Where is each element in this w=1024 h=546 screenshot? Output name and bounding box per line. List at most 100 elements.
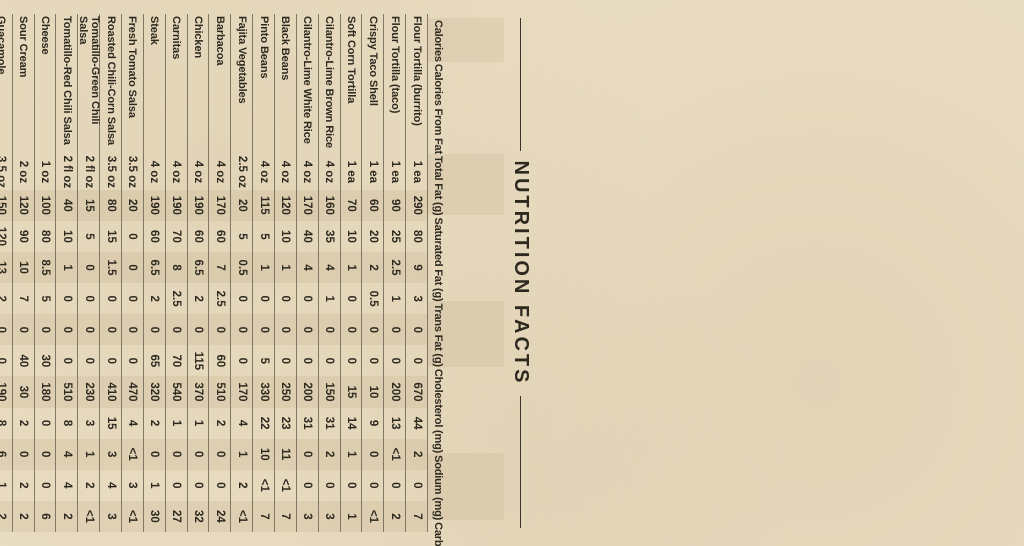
cell: 0 bbox=[341, 314, 362, 345]
title-rule-right bbox=[520, 396, 521, 529]
cell: 0 bbox=[78, 314, 99, 345]
row-name: Fresh Tomato Salsa bbox=[122, 14, 143, 154]
cell: 0 bbox=[144, 439, 165, 470]
cell: 0 bbox=[209, 439, 230, 470]
cell: 0 bbox=[341, 345, 362, 376]
cell: 3 bbox=[100, 501, 121, 532]
cell: 5 bbox=[231, 221, 252, 252]
cell: 0 bbox=[231, 345, 252, 376]
cell: 1 oz bbox=[35, 154, 56, 190]
table-row: Flour Tortilla (taco)1 ea90252.510020013… bbox=[384, 14, 406, 532]
row-name: Cilantro-Lime Brown Rice bbox=[319, 14, 340, 154]
cell: 200 bbox=[297, 376, 318, 407]
cell: 2 bbox=[384, 501, 405, 532]
column-header: Sodium (mg) bbox=[428, 453, 504, 520]
cell: 20 bbox=[122, 190, 143, 221]
cell: 2.5 bbox=[166, 283, 187, 314]
cell: 1 ea bbox=[362, 154, 383, 190]
table-row: Tomatillo-Red Chili Salsa2 fl oz40101000… bbox=[56, 14, 78, 532]
cell: 0 bbox=[209, 470, 230, 501]
cell: 1 bbox=[231, 439, 252, 470]
cell: 0 bbox=[188, 439, 209, 470]
cell: <1 bbox=[122, 501, 143, 532]
table-row: Carnitas4 oz1907082.507054010027 bbox=[166, 14, 188, 532]
cell: 0 bbox=[166, 439, 187, 470]
column-header: Total Fat (g) bbox=[428, 154, 504, 216]
row-name: Cheese bbox=[35, 14, 56, 154]
title-rule-left bbox=[520, 18, 521, 151]
cell: 0 bbox=[56, 314, 77, 345]
cell: 170 bbox=[297, 190, 318, 221]
cell: 0 bbox=[253, 314, 274, 345]
cell: <1 bbox=[253, 470, 274, 501]
cell: 120 bbox=[275, 190, 296, 221]
cell: 2.5 bbox=[384, 252, 405, 283]
cell: 0 bbox=[297, 314, 318, 345]
cell: 0 bbox=[275, 314, 296, 345]
cell: 0 bbox=[166, 314, 187, 345]
cell: 0 bbox=[122, 345, 143, 376]
cell: 35 bbox=[319, 221, 340, 252]
cell: <1 bbox=[231, 501, 252, 532]
cell: 2.5 bbox=[209, 283, 230, 314]
row-name: Steak bbox=[144, 14, 165, 154]
cell: 0 bbox=[231, 283, 252, 314]
row-name: Barbacoa bbox=[209, 14, 230, 154]
cell: 3 bbox=[122, 470, 143, 501]
cell: 10 bbox=[275, 221, 296, 252]
row-name: Soft Corn Tortilla bbox=[341, 14, 362, 154]
cell: 0 bbox=[0, 345, 12, 376]
cell: 5 bbox=[253, 221, 274, 252]
nutrition-table: CaloriesCalories From FatTotal Fat (g)Sa… bbox=[0, 14, 504, 532]
table-row: Soft Corn Tortilla1 ea701010001514101 bbox=[341, 14, 363, 532]
cell: 2 fl oz bbox=[78, 154, 99, 190]
cell: 0 bbox=[35, 470, 56, 501]
cell: 0 bbox=[56, 283, 77, 314]
cell: 1.5 bbox=[100, 252, 121, 283]
cell: 2 bbox=[0, 283, 12, 314]
cell: <1 bbox=[122, 439, 143, 470]
cell: 1 bbox=[56, 252, 77, 283]
cell: 0 bbox=[13, 439, 34, 470]
cell: 3.5 oz bbox=[0, 154, 12, 190]
cell: 0 bbox=[319, 345, 340, 376]
row-name: Chicken bbox=[188, 14, 209, 154]
cell: 160 bbox=[319, 190, 340, 221]
cell: 230 bbox=[78, 376, 99, 407]
cell: 4 oz bbox=[166, 154, 187, 190]
cell: 330 bbox=[253, 376, 274, 407]
cell: <1 bbox=[78, 501, 99, 532]
cell: 0 bbox=[384, 470, 405, 501]
cell: 3 bbox=[319, 501, 340, 532]
title-bar: NUTRITION FACTS bbox=[509, 0, 532, 546]
cell: 15 bbox=[341, 376, 362, 407]
cell: 4 bbox=[56, 439, 77, 470]
cell: 4 oz bbox=[297, 154, 318, 190]
cell: 9 bbox=[362, 408, 383, 439]
cell: 15 bbox=[100, 221, 121, 252]
cell: 2 bbox=[209, 408, 230, 439]
cell: 0 bbox=[406, 314, 427, 345]
cell: 150 bbox=[319, 376, 340, 407]
cell: 0 bbox=[35, 408, 56, 439]
cell: 100 bbox=[35, 190, 56, 221]
cell: 0 bbox=[100, 283, 121, 314]
cell: 1 bbox=[319, 283, 340, 314]
cell: 8 bbox=[56, 408, 77, 439]
column-header: Carbohydrates (g) bbox=[428, 520, 504, 546]
table-row: Flour Tortilla (burrito)1 ea290809300670… bbox=[406, 14, 428, 532]
cell: 120 bbox=[0, 221, 12, 252]
cell: 70 bbox=[341, 190, 362, 221]
cell: 8 bbox=[0, 408, 12, 439]
cell: 0 bbox=[78, 252, 99, 283]
cell: <1 bbox=[362, 501, 383, 532]
cell: 70 bbox=[166, 221, 187, 252]
cell: 0 bbox=[297, 345, 318, 376]
cell: 0 bbox=[35, 314, 56, 345]
cell: 23 bbox=[275, 408, 296, 439]
cell: 2 bbox=[362, 252, 383, 283]
column-header: Trans Fat (g) bbox=[428, 301, 504, 366]
cell: 115 bbox=[253, 190, 274, 221]
cell: 1 bbox=[384, 283, 405, 314]
cell: 2 bbox=[13, 470, 34, 501]
